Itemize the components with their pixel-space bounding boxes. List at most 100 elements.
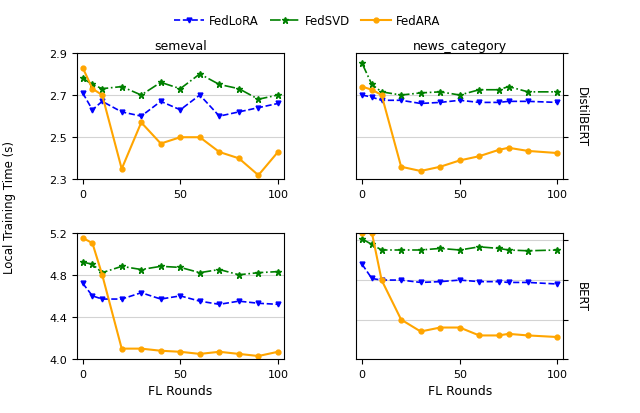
FedSVD — [505, 248, 513, 253]
FedLoRA — [397, 99, 405, 104]
FedLoRA — [505, 100, 513, 104]
FedARA — [157, 142, 164, 147]
FedSVD — [524, 90, 532, 95]
FedSVD — [524, 249, 532, 254]
FedLoRA — [358, 93, 366, 98]
FedLoRA — [554, 282, 561, 287]
FedLoRA — [88, 108, 96, 113]
FedARA — [476, 333, 483, 338]
FedSVD — [495, 88, 502, 93]
Title: semeval: semeval — [154, 40, 207, 52]
FedARA — [505, 146, 513, 151]
FedLoRA — [118, 297, 125, 302]
FedLoRA — [274, 302, 282, 307]
FedSVD — [118, 85, 125, 90]
FedSVD — [99, 271, 106, 275]
FedARA — [88, 241, 96, 246]
FedLoRA — [99, 297, 106, 302]
FedLoRA — [138, 290, 145, 295]
FedSVD — [378, 248, 385, 253]
Y-axis label: BERT: BERT — [575, 281, 588, 311]
Line: FedARA: FedARA — [80, 66, 280, 178]
FedSVD — [436, 90, 444, 95]
FedARA — [255, 354, 262, 358]
Line: FedARA: FedARA — [80, 236, 280, 358]
Title: news_category: news_category — [413, 40, 507, 52]
FedARA — [495, 148, 502, 153]
FedSVD — [138, 267, 145, 272]
FedSVD — [368, 83, 376, 88]
FedSVD — [235, 273, 243, 278]
FedLoRA — [79, 91, 86, 96]
FedLoRA — [436, 280, 444, 285]
FedLoRA — [495, 280, 502, 285]
FedARA — [177, 349, 184, 354]
FedARA — [235, 351, 243, 356]
FedARA — [554, 151, 561, 156]
FedARA — [397, 165, 405, 170]
FedARA — [216, 349, 223, 354]
FedARA — [255, 173, 262, 178]
FedLoRA — [235, 299, 243, 304]
FedLoRA — [216, 302, 223, 307]
FedARA — [99, 93, 106, 98]
FedSVD — [157, 264, 164, 269]
FedSVD — [88, 262, 96, 267]
FedLoRA — [378, 99, 385, 104]
FedARA — [524, 333, 532, 338]
Line: FedLoRA: FedLoRA — [360, 93, 560, 107]
Line: FedSVD: FedSVD — [79, 259, 282, 279]
FedSVD — [216, 83, 223, 88]
FedLoRA — [495, 101, 502, 106]
Y-axis label: DistilBERT: DistilBERT — [575, 87, 588, 147]
FedLoRA — [157, 297, 164, 302]
Line: FedARA: FedARA — [360, 85, 560, 174]
FedARA — [505, 332, 513, 337]
FedSVD — [274, 93, 282, 98]
FedSVD — [378, 90, 385, 95]
FedSVD — [216, 267, 223, 272]
FedLoRA — [436, 101, 444, 106]
FedLoRA — [505, 280, 513, 285]
FedSVD — [235, 87, 243, 92]
FedLoRA — [196, 299, 204, 304]
FedLoRA — [476, 101, 483, 106]
Line: FedLoRA: FedLoRA — [360, 262, 560, 287]
FedSVD — [118, 264, 125, 269]
FedARA — [358, 230, 366, 235]
FedARA — [417, 169, 424, 174]
FedSVD — [505, 85, 513, 90]
FedLoRA — [255, 106, 262, 111]
FedARA — [524, 149, 532, 154]
FedARA — [378, 278, 385, 283]
X-axis label: FL Rounds: FL Rounds — [428, 385, 492, 397]
FedSVD — [495, 246, 502, 251]
FedLoRA — [456, 99, 463, 104]
FedARA — [456, 159, 463, 164]
FedLoRA — [79, 281, 86, 286]
FedARA — [235, 157, 243, 161]
FedARA — [196, 135, 204, 140]
FedARA — [368, 88, 376, 93]
FedSVD — [417, 91, 424, 96]
FedSVD — [196, 271, 204, 275]
FedLoRA — [235, 110, 243, 115]
FedSVD — [397, 248, 405, 253]
FedSVD — [368, 242, 376, 247]
FedSVD — [196, 72, 204, 77]
FedLoRA — [274, 102, 282, 107]
FedLoRA — [417, 280, 424, 285]
FedARA — [118, 347, 125, 351]
FedLoRA — [378, 278, 385, 283]
FedARA — [216, 150, 223, 155]
FedARA — [138, 121, 145, 126]
Line: FedSVD: FedSVD — [358, 61, 561, 99]
FedLoRA — [456, 278, 463, 283]
Line: FedLoRA: FedLoRA — [80, 91, 280, 119]
FedSVD — [476, 88, 483, 93]
FedLoRA — [524, 280, 532, 285]
X-axis label: FL Rounds: FL Rounds — [148, 385, 212, 397]
FedARA — [99, 273, 106, 278]
FedSVD — [456, 93, 463, 98]
FedARA — [456, 325, 463, 330]
